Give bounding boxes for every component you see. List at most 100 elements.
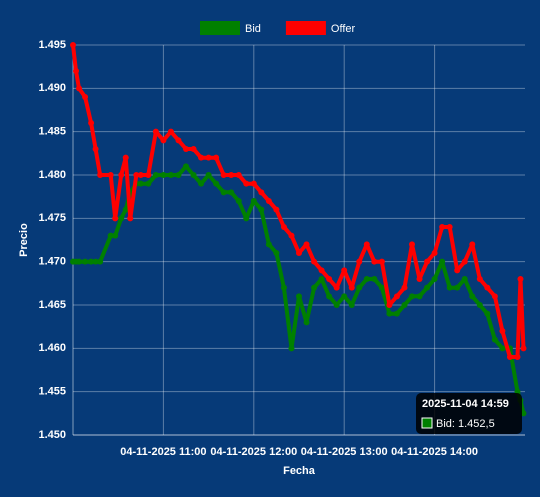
data-point xyxy=(145,180,152,187)
data-point xyxy=(160,137,167,144)
tooltip-box xyxy=(416,393,522,434)
data-point xyxy=(76,258,83,265)
data-point xyxy=(258,206,265,213)
data-point xyxy=(235,172,242,178)
data-point xyxy=(82,94,89,100)
data-point xyxy=(311,284,318,291)
data-point xyxy=(446,224,453,230)
data-point xyxy=(491,293,498,300)
data-point xyxy=(348,284,355,291)
data-point xyxy=(213,154,220,161)
y-tick-label: 1.450 xyxy=(38,429,66,441)
data-point xyxy=(112,232,119,239)
data-point xyxy=(409,241,415,248)
data-point xyxy=(127,215,134,222)
legend-label: Bid xyxy=(245,23,261,35)
x-tick-label: 04-11-2025 11:00 xyxy=(120,446,206,458)
data-point xyxy=(118,172,125,178)
data-point xyxy=(401,284,408,291)
data-point xyxy=(167,128,174,135)
y-tick-label: 1.475 xyxy=(38,212,66,224)
data-point xyxy=(73,68,80,74)
data-point xyxy=(484,310,491,317)
data-point xyxy=(122,206,129,213)
tooltip-title: 2025-11-04 14:59 xyxy=(422,398,509,410)
data-point xyxy=(333,302,340,308)
y-tick-label: 1.480 xyxy=(38,169,66,181)
data-point xyxy=(484,284,491,291)
data-point xyxy=(393,310,400,317)
x-tick-label: 04-11-2025 12:00 xyxy=(210,446,297,458)
data-point xyxy=(152,172,159,178)
data-point xyxy=(205,172,212,178)
legend-swatch xyxy=(200,21,240,35)
data-point xyxy=(476,276,483,282)
data-point xyxy=(454,267,461,274)
data-point xyxy=(409,293,415,300)
x-axis-title: Fecha xyxy=(283,465,316,477)
data-point xyxy=(461,258,468,265)
data-point xyxy=(273,250,280,256)
legend-label: Offer xyxy=(331,23,356,35)
data-point xyxy=(145,172,152,178)
data-point xyxy=(303,241,310,248)
data-point xyxy=(341,293,348,300)
data-point xyxy=(228,172,235,178)
data-point xyxy=(183,146,189,152)
data-point xyxy=(378,284,385,291)
legend-swatch xyxy=(285,21,326,35)
data-point xyxy=(97,172,104,178)
data-point xyxy=(137,172,144,178)
y-tick-label: 1.470 xyxy=(38,256,66,268)
data-point xyxy=(167,172,174,178)
y-tick-label: 1.495 xyxy=(38,39,66,51)
data-point xyxy=(70,42,76,48)
data-point xyxy=(506,354,513,360)
data-point xyxy=(296,250,302,256)
data-point xyxy=(137,180,144,187)
data-point xyxy=(198,180,205,187)
data-point xyxy=(160,172,167,178)
data-point xyxy=(393,293,400,300)
data-point xyxy=(326,276,333,282)
data-point xyxy=(258,189,265,196)
data-point xyxy=(133,172,140,178)
data-point xyxy=(250,198,257,204)
data-point xyxy=(92,258,99,265)
data-point xyxy=(88,120,95,126)
data-point xyxy=(175,172,182,178)
data-point xyxy=(520,345,527,352)
data-point xyxy=(371,258,378,265)
data-point xyxy=(446,284,453,291)
data-point xyxy=(469,293,476,300)
y-axis-title: Precio xyxy=(18,223,30,257)
data-point xyxy=(118,215,125,222)
data-point xyxy=(499,345,506,352)
data-point xyxy=(190,146,197,152)
data-point xyxy=(386,302,393,308)
data-point xyxy=(296,293,302,300)
data-point xyxy=(122,154,129,161)
data-point xyxy=(288,232,295,239)
data-point xyxy=(439,224,446,230)
data-point xyxy=(386,310,393,317)
data-point xyxy=(333,284,340,291)
y-tick-label: 1.465 xyxy=(38,299,66,311)
data-point xyxy=(303,319,310,326)
data-point xyxy=(107,172,114,178)
legend: Bid Offer xyxy=(200,21,355,35)
data-point xyxy=(318,267,325,274)
plot-area: 1.450 1.455 1.460 1.465 1.470 1.475 1.480 1.485… xyxy=(38,39,527,458)
data-point xyxy=(273,206,280,213)
y-tick-label: 1.485 xyxy=(38,126,66,138)
data-point xyxy=(82,258,89,265)
data-point xyxy=(514,354,521,360)
x-tick-label: 04-11-2025 14:00 xyxy=(391,446,478,458)
data-point xyxy=(280,224,287,230)
data-point xyxy=(183,163,189,170)
data-point xyxy=(190,172,197,178)
data-point xyxy=(112,215,119,222)
data-point xyxy=(378,258,385,265)
data-point xyxy=(416,276,423,282)
